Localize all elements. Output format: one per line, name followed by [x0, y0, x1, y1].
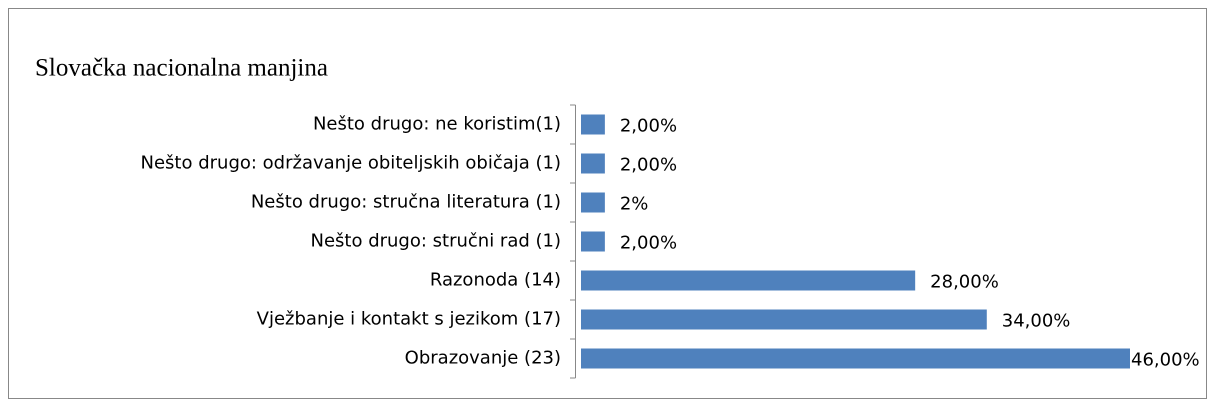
value-label: 28,00%: [930, 272, 999, 293]
chart-title: Slovačka nacionalna manjina: [35, 55, 328, 82]
y-tick-label: Vježbanje i kontakt s jezikom (17): [257, 309, 561, 330]
bar: [581, 192, 605, 213]
value-label: 2,00%: [620, 155, 677, 176]
y-tick-label: Obrazovanje (23): [405, 348, 561, 369]
value-label: 2,00%: [620, 233, 677, 254]
value-label: 2,00%: [620, 116, 677, 137]
bar: [581, 153, 605, 174]
value-label: 2%: [620, 194, 649, 215]
y-tick-label: Nešto drugo: stručna literatura (1): [251, 192, 561, 213]
y-tick-label: Razonoda (14): [430, 270, 561, 291]
bar: [581, 270, 916, 291]
chart-border: [8, 8, 1207, 399]
y-tick-label: Nešto drugo: ne koristim(1): [313, 114, 561, 135]
bar: [581, 309, 987, 330]
y-tick-label: Nešto drugo: održavanje obiteljskih obič…: [141, 153, 562, 174]
bar: [581, 348, 1130, 369]
bar: [581, 231, 605, 252]
value-label: 34,00%: [1002, 311, 1071, 332]
bar: [581, 114, 605, 135]
y-tick-label: Nešto drugo: stručni rad (1): [310, 231, 561, 252]
value-label: 46,00%: [1131, 350, 1200, 371]
